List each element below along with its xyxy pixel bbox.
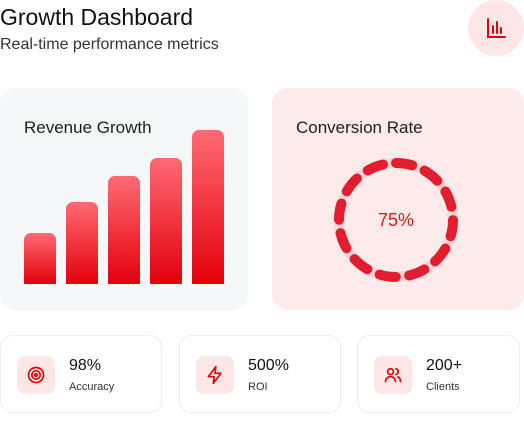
revenue-bar — [150, 158, 182, 284]
page-subtitle: Real-time performance metrics — [0, 36, 219, 53]
stat-icon-box — [17, 356, 55, 394]
revenue-growth-title: Revenue Growth — [24, 118, 152, 137]
stat-card-roi: 500% ROI — [179, 335, 341, 413]
conversion-rate-card: Conversion Rate 75% — [272, 88, 524, 310]
revenue-bar-chart — [24, 88, 228, 284]
donut-progress-ring — [334, 158, 458, 282]
page-title: Growth Dashboard — [0, 4, 194, 30]
stat-label: ROI — [248, 381, 268, 393]
revenue-bar — [66, 202, 98, 284]
conversion-rate-title: Conversion Rate — [296, 118, 423, 137]
stat-card-accuracy: 98% Accuracy — [0, 335, 162, 413]
stat-value: 98% — [69, 357, 102, 374]
conversion-donut: 75% — [332, 156, 460, 284]
stat-icon-box — [196, 356, 234, 394]
revenue-bar — [108, 176, 140, 284]
revenue-bar — [24, 233, 56, 284]
lightning-icon — [207, 365, 222, 385]
stat-value: 200+ — [426, 357, 463, 374]
analytics-button[interactable] — [468, 0, 524, 56]
stat-label: Clients — [426, 381, 460, 393]
stat-icon-box — [374, 356, 412, 394]
revenue-bar — [192, 130, 224, 284]
conversion-rate-value: 75% — [377, 209, 415, 230]
users-icon — [384, 367, 402, 383]
bar-chart-icon — [487, 18, 506, 38]
target-icon — [27, 366, 45, 384]
stat-label: Accuracy — [69, 381, 115, 393]
stat-value: 500% — [248, 357, 289, 374]
stat-card-clients: 200+ Clients — [357, 335, 520, 413]
revenue-growth-card: Revenue Growth — [0, 88, 248, 310]
